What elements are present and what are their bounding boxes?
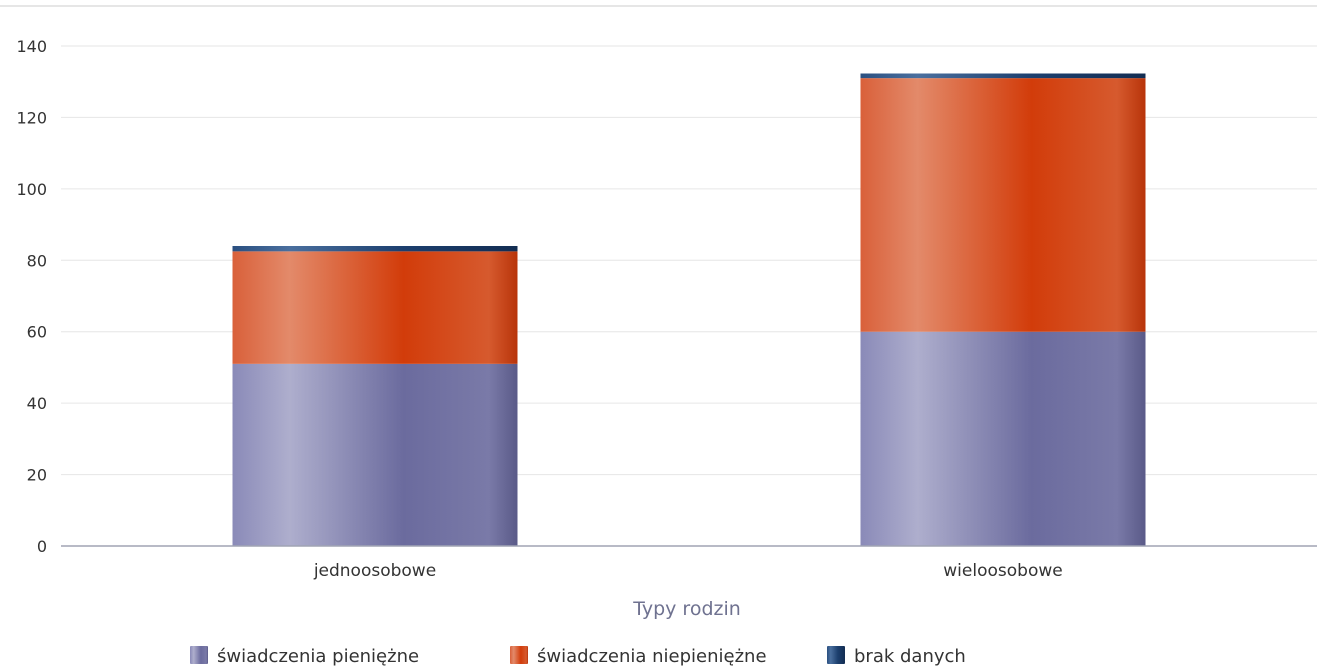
x-tick-label: wieloosobowe xyxy=(943,561,1062,581)
bar-segment-wieloosobowe-s1 xyxy=(860,78,1146,332)
legend-swatch xyxy=(827,646,845,664)
bar-segment-wieloosobowe-s2 xyxy=(860,73,1146,79)
y-tick-label: 40 xyxy=(27,394,47,413)
bars xyxy=(232,73,1146,546)
x-axis-title: Typy rodzin xyxy=(632,598,741,620)
x-tick-label: jednoosobowe xyxy=(313,561,436,581)
legend-label: świadczenia pieniężne xyxy=(217,646,419,667)
bar-segment-jednoosobowe-s2 xyxy=(232,246,518,252)
y-axis-ticks: 0 20 40 60 80 100 120 140 xyxy=(16,37,47,556)
legend-label: brak danych xyxy=(854,646,966,667)
y-tick-label: 20 xyxy=(27,466,47,485)
y-tick-label: 100 xyxy=(16,180,47,199)
bar-segment-jednoosobowe-s1 xyxy=(232,251,518,364)
y-tick-label: 0 xyxy=(37,537,47,556)
legend-swatch xyxy=(510,646,528,664)
y-tick-label: 120 xyxy=(16,108,47,127)
legend: świadczenia pieniężne świadczenia niepien… xyxy=(190,646,966,667)
y-tick-label: 60 xyxy=(27,323,47,342)
bar-segment-jednoosobowe-s0 xyxy=(232,363,518,546)
y-tick-label: 140 xyxy=(16,37,47,56)
legend-label: świadczenia niepieniężne xyxy=(537,646,767,667)
legend-swatch xyxy=(190,646,208,664)
bar-segment-wieloosobowe-s0 xyxy=(860,331,1146,546)
y-tick-label: 80 xyxy=(27,251,47,270)
x-axis: jednoosobowe wieloosobowe xyxy=(61,545,1317,581)
